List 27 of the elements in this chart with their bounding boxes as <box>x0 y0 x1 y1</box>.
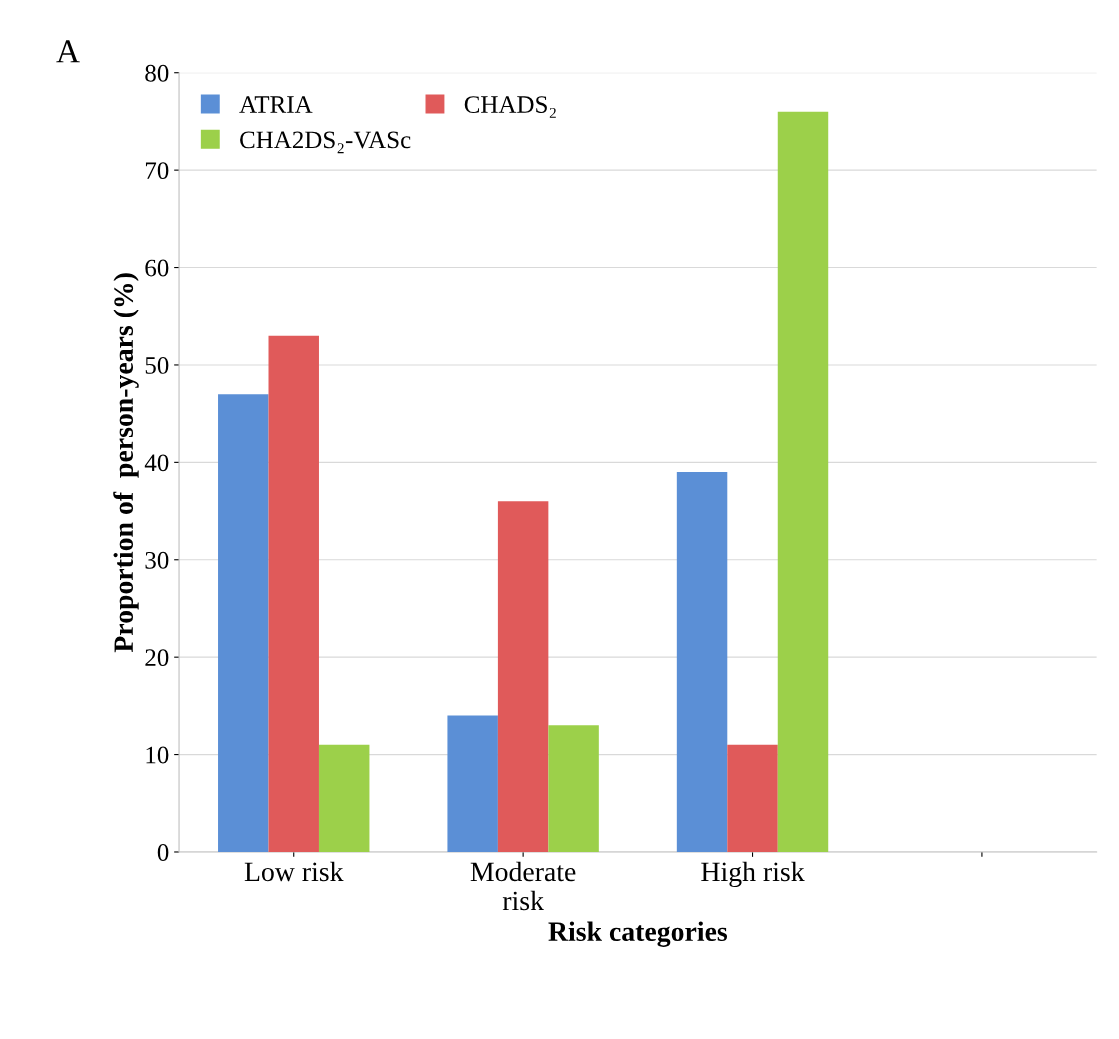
y-tick-label: 50 <box>145 357 169 374</box>
bar <box>268 335 319 852</box>
y-tick-label: 0 <box>157 844 169 861</box>
legend-label: ATRIA <box>239 96 313 113</box>
y-tick-label: 20 <box>145 649 169 667</box>
y-tick-label: 70 <box>145 162 169 180</box>
x-tick-label: High risk <box>701 861 805 887</box>
bar <box>676 472 728 852</box>
bar <box>318 744 370 852</box>
text: A <box>56 40 80 63</box>
bar <box>447 715 498 852</box>
y-tick-label: 40 <box>144 454 169 472</box>
bar <box>777 111 829 852</box>
x-tick-label: Moderate risk <box>470 861 576 911</box>
bar <box>548 725 599 852</box>
x-tick-label: Low risk <box>244 861 344 882</box>
y-tick-label: 60 <box>145 259 169 277</box>
legend-label: CHADS₂ <box>464 96 556 118</box>
y-tick-label: 30 <box>145 551 169 569</box>
y-axis-title: Proportion of person-years (%) <box>113 273 139 653</box>
bar <box>218 394 269 852</box>
bar <box>497 501 549 852</box>
y-tick-label: 80 <box>145 64 169 82</box>
x-axis-title: Risk categories <box>548 921 728 947</box>
y-tick-label: 10 <box>146 746 169 764</box>
legend-label: CHA2DS₂-VASc <box>240 131 411 154</box>
bar <box>727 744 778 852</box>
